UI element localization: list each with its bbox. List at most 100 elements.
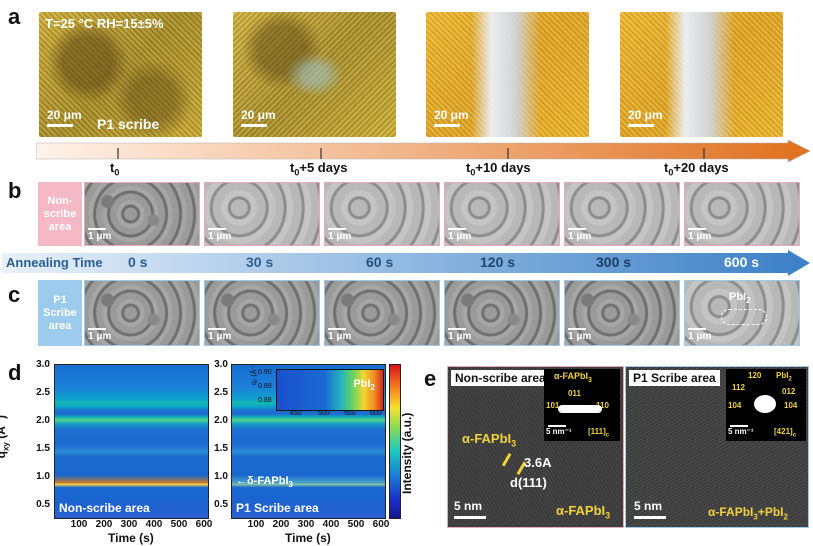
plane-label: d(111) — [510, 475, 547, 490]
fft-zone-axis: [111]c — [588, 427, 610, 439]
x-tick: 200 — [272, 519, 290, 530]
x-tick: 100 — [70, 519, 88, 530]
fft-spot-label: 112 — [732, 383, 745, 392]
anneal-0s: 0 s — [128, 254, 148, 270]
scale-label: 1 μm — [688, 328, 711, 342]
heatmap-right: PbI2 q₂ (Å⁻¹) 0.90 0.89 0.88 450 500 550… — [231, 364, 386, 519]
panel-b-label: b — [8, 178, 22, 203]
y-tick: 2.0 — [36, 415, 50, 426]
fft-spot-label: 104 — [784, 401, 798, 410]
fft-scale-label: 5 nm⁻¹ — [546, 427, 572, 436]
sem-nonscribe-60s: 1 μm — [324, 182, 440, 246]
tem-nonscribe: Non-scribe area α-FAPbI3 101 011 110 5 n… — [447, 366, 624, 528]
sem-nonscribe-30s: 1 μm — [204, 182, 320, 246]
tem-scale-bar — [454, 516, 486, 519]
tem-scale-label: 5 nm — [634, 499, 663, 513]
fft-spot-label: 012 — [782, 387, 796, 396]
x-tick: 100 — [247, 519, 265, 530]
sem-nonscribe-0s: 1 μm — [84, 182, 200, 246]
sem-scribe-60s: 1 μm — [324, 280, 440, 346]
heatmap-left: Non-scribe area — [54, 364, 209, 519]
fft-spot-label: 011 — [568, 389, 581, 398]
heatmap-inset: PbI2 — [276, 369, 384, 411]
tem-right-title: P1 Scribe area — [629, 370, 720, 386]
fft-phase-label: α-FAPbI3 — [554, 371, 592, 384]
scale-bar — [434, 124, 460, 127]
tem-scale-bar — [634, 516, 666, 519]
sem-nonscribe-300s: 1 μm — [564, 182, 680, 246]
time-t0: t0 — [110, 160, 120, 178]
anneal-600s: 600 s — [724, 254, 760, 270]
x-axis-label-left: Time (s) — [108, 531, 154, 545]
sem-scribe-600s: PbI2 1 μm — [684, 280, 800, 346]
panel-c-label: c — [8, 282, 21, 307]
scale-label: 1 μm — [448, 228, 471, 242]
condition-text: T=25 °C RH=15±5% — [45, 16, 164, 31]
x-tick: 300 — [120, 519, 138, 530]
tem-left-bottom-label: α-FAPbI3 — [556, 503, 611, 521]
x-tick: 500 — [170, 519, 188, 530]
fft-phase-label: PbI2 — [776, 371, 792, 383]
p1-scribe-title: P1 Scribe area — [236, 501, 319, 515]
sem-scribe-300s: 1 μm — [564, 280, 680, 346]
fft-spot-label: 110 — [596, 401, 609, 410]
lattice-marker — [501, 452, 527, 476]
fft-scale-bar — [730, 425, 748, 427]
fft-inset-left: α-FAPbI3 101 011 110 5 nm⁻¹ [111]c — [544, 369, 620, 441]
y-axis-label: qxy (Å-1) — [0, 415, 11, 458]
time-t20: t0+20 days — [664, 160, 729, 178]
y-tick: 3.0 — [214, 359, 228, 370]
y-tick: 3.0 — [36, 359, 50, 370]
scale-bar — [241, 124, 267, 127]
inset-xtick: 550 — [344, 410, 356, 417]
scale-label: 20 μm — [434, 108, 469, 122]
y-tick: 1.0 — [214, 471, 228, 482]
fft-center-glow — [754, 395, 776, 413]
x-tick: 600 — [195, 519, 213, 530]
scale-bar — [47, 124, 73, 127]
scale-label: 20 μm — [241, 108, 276, 122]
inset-xtick: 600 — [370, 410, 382, 417]
x-tick: 200 — [95, 519, 113, 530]
non-scribe-side-label: Non-scribe area — [38, 182, 82, 246]
optical-image-t5: 20 μm — [233, 12, 396, 137]
scale-bar — [628, 124, 654, 127]
fft-spot-label: 104 — [728, 401, 742, 410]
d-spacing-label: 3.6A — [524, 455, 552, 470]
annealing-arrow — [2, 250, 810, 276]
fft-center-glow — [558, 405, 602, 413]
inset-ytick: 0.89 — [258, 383, 272, 390]
sem-scribe-120s: 1 μm — [444, 280, 560, 346]
sem-nonscribe-600s: 1 μm — [684, 182, 800, 246]
inset-y-label: q₂ (Å⁻¹) — [251, 364, 258, 385]
fft-inset-right: 120 PbI2 112 012 104 104 5 nm⁻¹ [421]c — [726, 369, 806, 441]
y-tick: 0.5 — [214, 499, 228, 510]
inset-xtick: 450 — [290, 410, 302, 417]
time-t10: t0+10 days — [466, 160, 531, 178]
scale-label: 1 μm — [88, 228, 111, 242]
scale-label: 1 μm — [208, 228, 231, 242]
inset-pbi2-label: PbI2 — [353, 378, 375, 393]
tem-scribe: P1 Scribe area 120 PbI2 112 012 104 104 … — [625, 366, 809, 528]
optical-image-t0: T=25 °C RH=15±5% 20 μm P1 scribe — [39, 12, 202, 137]
anneal-120s: 120 s — [480, 254, 516, 270]
scale-label: 1 μm — [208, 328, 231, 342]
inset-xtick: 500 — [318, 410, 330, 417]
panel-d-label: d — [8, 360, 22, 385]
p1-scribe-label: P1 scribe — [97, 116, 160, 132]
scale-label: 1 μm — [568, 228, 591, 242]
x-tick: 300 — [297, 519, 315, 530]
scale-label: 1 μm — [328, 228, 351, 242]
anneal-300s: 300 s — [596, 254, 632, 270]
fft-zone-axis: [421]c — [774, 427, 797, 439]
tem-left-title: Non-scribe area — [451, 370, 550, 386]
y-tick: 2.5 — [214, 387, 228, 398]
scale-label: 1 μm — [688, 228, 711, 242]
sem-scribe-0s: 1 μm — [84, 280, 200, 346]
pbi2-dashed-region — [721, 309, 767, 325]
x-axis-label-right: Time (s) — [285, 531, 331, 545]
scale-label: 20 μm — [47, 108, 82, 122]
inset-ytick: 0.88 — [258, 397, 272, 404]
y-tick: 0.5 — [36, 499, 50, 510]
p1-scribe-side-label: P1 Scribe area — [38, 280, 82, 346]
